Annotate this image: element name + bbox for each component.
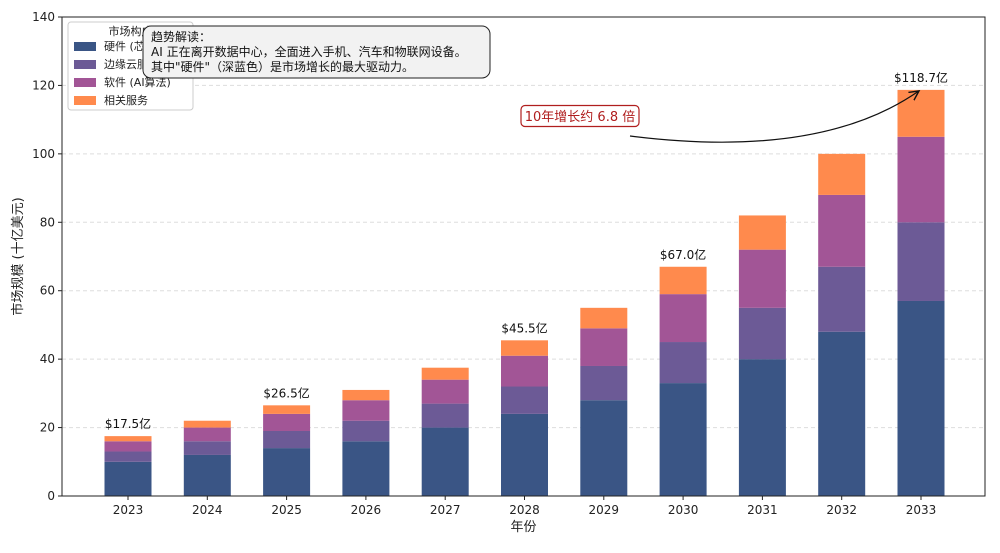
bar-segment <box>104 436 152 442</box>
total-label: $118.7亿 <box>894 70 948 85</box>
x-tick-label: 2033 <box>906 503 937 517</box>
bar-segment <box>818 153 866 195</box>
total-label: $26.5亿 <box>263 385 309 400</box>
axes: 0 20 40 60 80 100 120 140 2023 2024 2025 2026 2027 20… <box>32 10 986 517</box>
growth-annotation-text: 10年增长约 6.8 倍 <box>525 110 635 125</box>
x-axis-title: 年份 <box>510 520 536 535</box>
bar-segment <box>818 194 866 267</box>
bar-segment <box>659 294 707 343</box>
total-label: $45.5亿 <box>501 320 547 335</box>
bar-segment <box>580 307 628 329</box>
legend-swatch <box>74 60 96 69</box>
growth-annotation-box <box>520 104 640 128</box>
bar-segment <box>580 400 628 496</box>
bar-segment <box>818 331 866 496</box>
bar-segment <box>183 420 231 428</box>
bar-segment <box>659 342 707 384</box>
y-axis-title: 市场规模 (十亿美元) <box>10 197 26 315</box>
bar-segment <box>104 441 152 452</box>
trend-note-line: AI 正在离开数据中心，全面进入手机、汽车和物联网设备。 <box>151 44 467 59</box>
bar-segment <box>897 300 945 496</box>
y-tick-label: 0 <box>47 489 55 503</box>
y-tick-label: 20 <box>40 421 55 435</box>
bar-segment <box>501 355 548 387</box>
growth-annotation: 10年增长约 6.8 倍 <box>520 91 919 143</box>
bar-segment <box>659 383 707 496</box>
bar-segment <box>738 359 786 496</box>
legend-swatch <box>74 96 96 105</box>
x-tick-label: 2030 <box>668 503 699 517</box>
bar-segment <box>738 249 786 308</box>
x-tick-label: 2026 <box>351 503 382 517</box>
plot-frame <box>61 16 986 497</box>
y-tick-label: 40 <box>40 352 55 366</box>
trend-note-title: 趋势解读： <box>151 30 211 44</box>
x-tick-label: 2032 <box>826 503 857 517</box>
trend-note-box <box>142 25 491 79</box>
bar-segment <box>342 420 390 442</box>
bar-segment <box>263 413 311 431</box>
x-tick-label: 2027 <box>430 503 461 517</box>
bar-segment <box>421 403 469 428</box>
bar-segment <box>342 400 390 421</box>
bar-segment <box>501 340 548 356</box>
bar-segment <box>897 136 945 223</box>
x-tick-label: 2025 <box>271 503 302 517</box>
bar-segment <box>501 413 548 496</box>
bar-segment <box>263 430 311 449</box>
bar-segment <box>501 386 548 414</box>
total-label: $17.5亿 <box>105 416 151 431</box>
trend-note: 趋势解读： AI 正在离开数据中心，全面进入手机、汽车和物联网设备。 其中"硬件… <box>142 25 491 79</box>
bar-segment <box>580 328 628 366</box>
bar-segment <box>342 441 390 496</box>
bar-segment <box>104 451 152 462</box>
x-tick-label: 2029 <box>589 503 620 517</box>
bar-segment <box>818 266 866 332</box>
bar-segment <box>104 461 152 496</box>
y-tick-label: 80 <box>40 215 55 229</box>
bar-segment <box>183 454 231 496</box>
legend-swatch <box>74 78 96 87</box>
bar-segment <box>897 89 945 137</box>
bar-segment <box>342 389 390 401</box>
bars <box>104 89 945 496</box>
bar-segment <box>897 222 945 301</box>
x-tick-label: 2028 <box>509 503 540 517</box>
bar-segment <box>421 427 469 496</box>
total-label: $67.0亿 <box>660 247 706 262</box>
bar-segment <box>183 427 231 442</box>
bar-segment <box>183 441 231 455</box>
x-tick-label: 2024 <box>192 503 223 517</box>
trend-note-line: 其中"硬件"（深蓝色）是市场增长的最大驱动力。 <box>151 59 414 74</box>
y-tick-label: 100 <box>32 147 55 161</box>
bar-segment <box>738 307 786 360</box>
bar-segment <box>263 405 311 414</box>
legend-swatch <box>74 42 96 51</box>
y-tick-label: 140 <box>32 10 55 24</box>
y-tick-label: 120 <box>32 78 55 92</box>
x-tick-label: 2023 <box>113 503 144 517</box>
bar-segment <box>659 266 707 295</box>
bar-segment <box>421 379 469 404</box>
bar-segment <box>421 367 469 380</box>
bar-segment <box>738 215 786 250</box>
total-labels: $17.5亿 $26.5亿 $45.5亿 $67.0亿 $118.7亿 <box>105 70 948 431</box>
y-tick-label: 60 <box>40 284 55 298</box>
x-tick-label: 2031 <box>747 503 778 517</box>
legend-label: 相关服务 <box>104 93 148 107</box>
bar-segment <box>263 448 311 496</box>
growth-arrow <box>629 91 919 143</box>
legend-title: 市场构成 <box>109 24 153 38</box>
bar-segment <box>580 365 628 401</box>
